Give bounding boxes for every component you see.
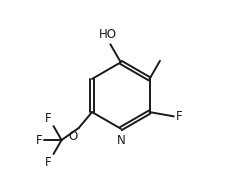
Text: F: F	[36, 134, 43, 146]
Text: O: O	[69, 129, 78, 143]
Text: F: F	[45, 112, 52, 125]
Text: F: F	[45, 155, 52, 168]
Text: F: F	[176, 110, 183, 123]
Text: N: N	[117, 134, 125, 147]
Text: HO: HO	[99, 28, 117, 41]
